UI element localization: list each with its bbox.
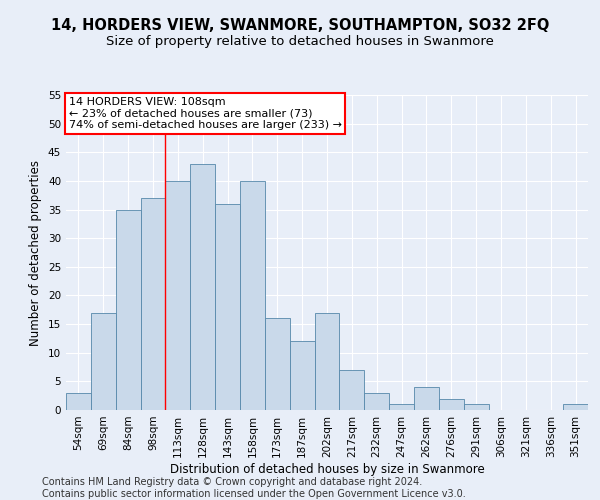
Text: Contains HM Land Registry data © Crown copyright and database right 2024.
Contai: Contains HM Land Registry data © Crown c… (42, 478, 466, 499)
Bar (91, 312, 116, 410)
Bar (414, 387, 439, 410)
Bar (240, 181, 265, 410)
Bar (389, 404, 414, 410)
Bar (215, 204, 240, 410)
Bar (464, 404, 488, 410)
Bar (563, 404, 588, 410)
Bar (439, 398, 464, 410)
Bar (66, 393, 91, 410)
Bar (290, 342, 314, 410)
Bar (340, 370, 364, 410)
Bar (265, 318, 290, 410)
Bar (314, 312, 340, 410)
Y-axis label: Number of detached properties: Number of detached properties (29, 160, 43, 346)
Text: 14, HORDERS VIEW, SWANMORE, SOUTHAMPTON, SO32 2FQ: 14, HORDERS VIEW, SWANMORE, SOUTHAMPTON,… (51, 18, 549, 32)
Text: 14 HORDERS VIEW: 108sqm
← 23% of detached houses are smaller (73)
74% of semi-de: 14 HORDERS VIEW: 108sqm ← 23% of detache… (68, 96, 341, 130)
Bar (116, 210, 140, 410)
Bar (166, 181, 190, 410)
Text: Size of property relative to detached houses in Swanmore: Size of property relative to detached ho… (106, 35, 494, 48)
Bar (364, 393, 389, 410)
X-axis label: Distribution of detached houses by size in Swanmore: Distribution of detached houses by size … (170, 462, 484, 475)
Bar (190, 164, 215, 410)
Bar (140, 198, 166, 410)
